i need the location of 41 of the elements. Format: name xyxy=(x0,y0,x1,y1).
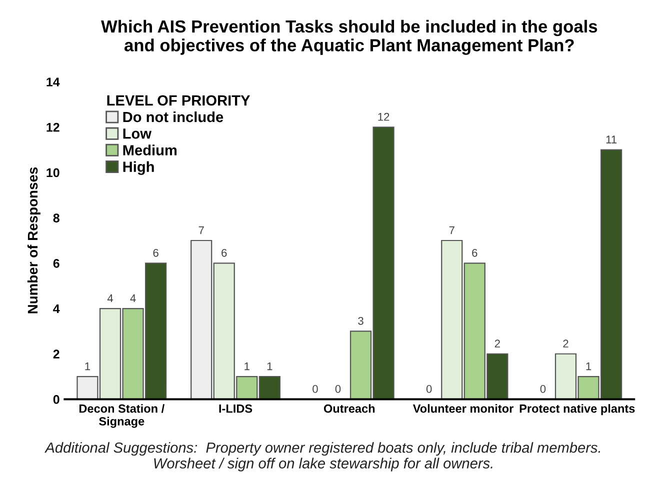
data-label: 0 xyxy=(540,385,546,393)
data-label: 3 xyxy=(358,316,364,325)
data-label: 2 xyxy=(494,340,500,348)
x-tick-label: Outreach xyxy=(324,404,375,413)
legend-label: High xyxy=(123,161,154,175)
y-tick-label: 14 xyxy=(46,78,60,86)
data-label: 2 xyxy=(563,340,568,348)
data-label: 4 xyxy=(130,294,136,302)
data-label: 0 xyxy=(312,385,318,393)
data-label: 12 xyxy=(378,112,390,121)
data-label: 6 xyxy=(153,248,158,257)
x-tick-label: I-LIDS xyxy=(219,404,252,413)
data-label: 6 xyxy=(222,248,227,257)
x-tick-label: Volunteer monitor xyxy=(412,404,514,413)
text: Additional Suggestions: Property owner registered boats only, include tribal members. Worsheet / sign off on lake stewarship for all owners. xyxy=(44,442,600,472)
data-label: 7 xyxy=(198,226,204,234)
chart-title: Which AIS Prevention Tasks should be included in the goals and objectives of the Aquatic Plant Management Plan? xyxy=(101,20,598,55)
y-tick-label: 10 xyxy=(46,168,60,178)
data-label: 1 xyxy=(244,362,250,370)
y-tick-label: 12 xyxy=(46,122,60,132)
data-label: 4 xyxy=(107,294,114,302)
x-tick-label: Protect native plants xyxy=(520,404,635,416)
y-tick-label: 2 xyxy=(53,350,60,358)
y-tick-label: 0 xyxy=(53,395,60,404)
x-tick-label: Decon Station / Signage xyxy=(79,404,164,428)
legend-label: Low xyxy=(123,128,152,139)
y-tick-label: 4 xyxy=(53,304,60,314)
data-label: 6 xyxy=(472,248,478,257)
y-axis-title: Number of Responses xyxy=(27,167,40,314)
y-tick-label: 6 xyxy=(53,258,60,268)
legend-title: LEVEL OF PRIORITY xyxy=(107,95,250,106)
data-label: 1 xyxy=(586,362,592,370)
legend-label: Do not include xyxy=(123,111,224,122)
data-label: 0 xyxy=(335,385,341,393)
legend-label: Medium xyxy=(123,144,177,156)
data-label: 7 xyxy=(449,226,454,234)
y-tick-label: 8 xyxy=(53,214,60,222)
data-label: 11 xyxy=(606,136,617,144)
data-label: 0 xyxy=(426,385,432,393)
data-label: 1 xyxy=(267,362,272,370)
data-label: 1 xyxy=(85,362,90,370)
